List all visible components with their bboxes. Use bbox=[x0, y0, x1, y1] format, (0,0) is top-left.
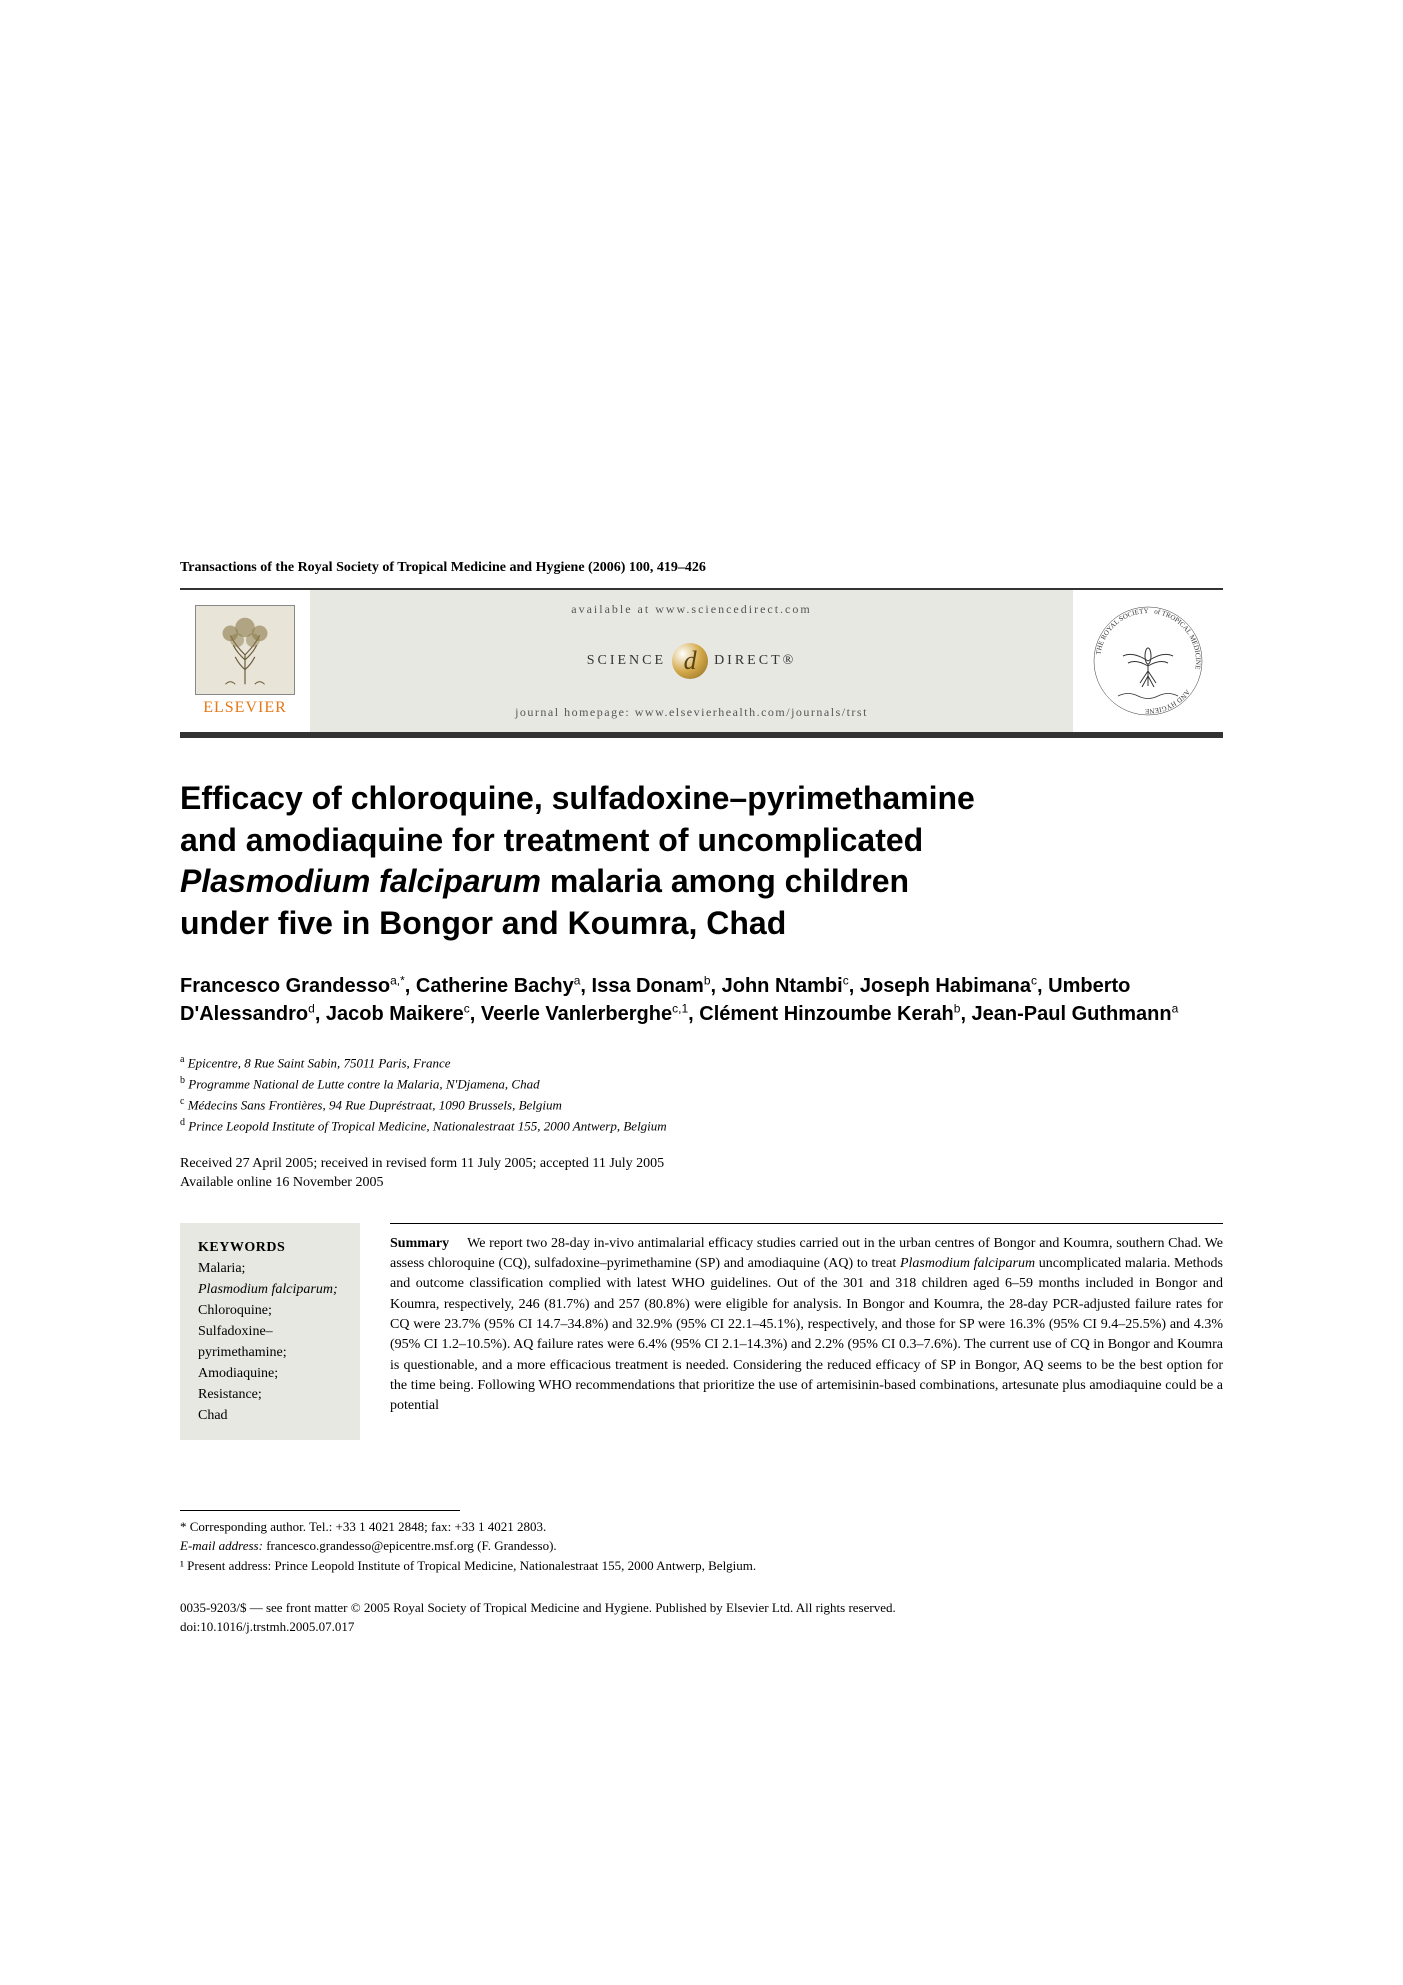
summary-italic: Plasmodium falciparum bbox=[900, 1256, 1035, 1271]
email-note: E-mail address: francesco.grandesso@epic… bbox=[180, 1536, 1223, 1556]
title-line2: and amodiaquine for treatment of uncompl… bbox=[180, 822, 923, 858]
svg-text:AND HYGIENE: AND HYGIENE bbox=[1145, 688, 1192, 715]
summary-post: uncomplicated malaria. Methods and outco… bbox=[390, 1256, 1223, 1413]
affiliation-item: a Epicentre, 8 Rue Saint Sabin, 75011 Pa… bbox=[180, 1052, 1223, 1073]
summary-text: SummaryWe report two 28-day in-vivo anti… bbox=[390, 1223, 1223, 1417]
keywords-title: KEYWORDS bbox=[198, 1237, 342, 1258]
online-date: Available online 16 November 2005 bbox=[180, 1173, 1223, 1193]
title-line1: Efficacy of chloroquine, sulfadoxine–pyr… bbox=[180, 780, 975, 816]
affiliation-item: d Prince Leopold Institute of Tropical M… bbox=[180, 1115, 1223, 1136]
copyright-block: 0035-9203/$ — see front matter © 2005 Ro… bbox=[180, 1599, 1223, 1635]
title-line3-rest: malaria among children bbox=[541, 863, 909, 899]
sd-text-right: DIRECT® bbox=[714, 653, 796, 669]
abstract-block: KEYWORDS Malaria;Plasmodium falciparum;C… bbox=[180, 1223, 1223, 1440]
journal-header: ELSEVIER available at www.sciencedirect.… bbox=[180, 588, 1223, 738]
keyword-item: Plasmodium falciparum; bbox=[198, 1279, 342, 1300]
copyright-line: 0035-9203/$ — see front matter © 2005 Ro… bbox=[180, 1599, 1223, 1617]
article-dates: Received 27 April 2005; received in revi… bbox=[180, 1154, 1223, 1193]
received-date: Received 27 April 2005; received in revi… bbox=[180, 1154, 1223, 1174]
keyword-item: Malaria; bbox=[198, 1258, 342, 1279]
journal-citation: Transactions of the Royal Society of Tro… bbox=[180, 560, 1223, 576]
doi-line: doi:10.1016/j.trstmh.2005.07.017 bbox=[180, 1618, 1223, 1636]
sciencedirect-logo: SCIENCE d DIRECT® bbox=[587, 643, 797, 679]
journal-homepage-text: journal homepage: www.elsevierhealth.com… bbox=[515, 705, 868, 720]
email-label: E-mail address: bbox=[180, 1538, 266, 1553]
keyword-item: Amodiaquine; bbox=[198, 1363, 342, 1384]
keyword-item: Chloroquine; bbox=[198, 1300, 342, 1321]
summary-label: Summary bbox=[390, 1236, 449, 1251]
corresponding-author-note: * Corresponding author. Tel.: +33 1 4021… bbox=[180, 1517, 1223, 1537]
article-title: Efficacy of chloroquine, sulfadoxine–pyr… bbox=[180, 778, 1223, 944]
available-at-text: available at www.sciencedirect.com bbox=[571, 602, 811, 617]
affiliations-list: a Epicentre, 8 Rue Saint Sabin, 75011 Pa… bbox=[180, 1052, 1223, 1135]
present-address-note: ¹ Present address: Prince Leopold Instit… bbox=[180, 1556, 1223, 1576]
footnotes: * Corresponding author. Tel.: +33 1 4021… bbox=[180, 1517, 1223, 1576]
keyword-item: Chad bbox=[198, 1405, 342, 1426]
affiliation-item: c Médecins Sans Frontières, 94 Rue Dupré… bbox=[180, 1094, 1223, 1115]
sd-orb-icon: d bbox=[672, 643, 708, 679]
keyword-item: Resistance; bbox=[198, 1384, 342, 1405]
title-line3-italic: Plasmodium falciparum bbox=[180, 863, 541, 899]
svg-text:of TROPICAL MEDICINE: of TROPICAL MEDICINE bbox=[1154, 607, 1202, 670]
affiliation-item: b Programme National de Lutte contre la … bbox=[180, 1073, 1223, 1094]
footnotes-rule bbox=[180, 1510, 460, 1511]
authors-list: Francesco Grandessoa,*, Catherine Bachya… bbox=[180, 972, 1223, 1028]
keywords-box: KEYWORDS Malaria;Plasmodium falciparum;C… bbox=[180, 1223, 360, 1440]
elsevier-logo: ELSEVIER bbox=[180, 590, 310, 732]
title-line4: under five in Bongor and Koumra, Chad bbox=[180, 905, 786, 941]
elsevier-tree-icon bbox=[195, 605, 295, 695]
email-value: francesco.grandesso@epicentre.msf.org (F… bbox=[266, 1538, 556, 1553]
center-banner: available at www.sciencedirect.com SCIEN… bbox=[310, 590, 1073, 732]
sd-text-left: SCIENCE bbox=[587, 653, 666, 669]
svg-text:THE ROYAL SOCIETY: THE ROYAL SOCIETY bbox=[1094, 607, 1148, 655]
keyword-item: Sulfadoxine–pyrimethamine; bbox=[198, 1321, 342, 1363]
elsevier-text: ELSEVIER bbox=[203, 699, 287, 717]
society-logo: THE ROYAL SOCIETY of TROPICAL MEDICINE A… bbox=[1073, 590, 1223, 732]
